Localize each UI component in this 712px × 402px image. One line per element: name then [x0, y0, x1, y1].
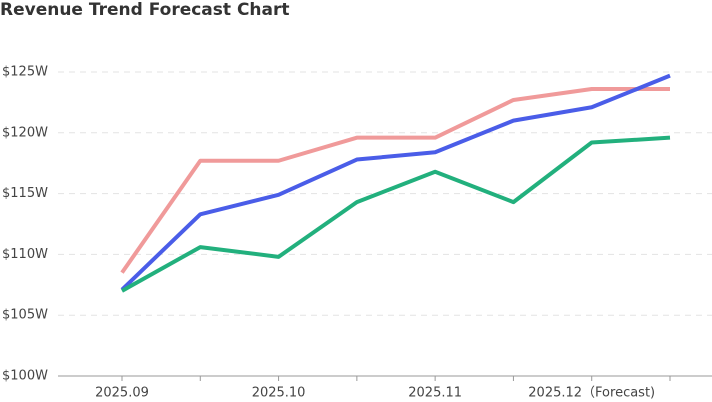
series-line	[121, 135, 671, 293]
y-tick-label: $125W	[2, 65, 48, 80]
x-tick-label: 2025.10	[252, 386, 306, 401]
x-tick-label: 2025.12（Forecast)	[528, 386, 655, 401]
x-tick-label: 2025.11	[408, 386, 462, 401]
chart-title: Revenue Trend Forecast Chart	[0, 0, 290, 20]
series-line	[120, 73, 671, 292]
x-tick-label: 2025.09	[95, 386, 149, 401]
y-tick-label: $100W	[2, 369, 48, 384]
y-tick-label: $110W	[2, 247, 48, 262]
y-tick-label: $120W	[2, 125, 48, 140]
series-line	[120, 87, 670, 274]
y-tick-label: $105W	[2, 308, 48, 323]
y-tick-label: $115W	[2, 186, 48, 201]
